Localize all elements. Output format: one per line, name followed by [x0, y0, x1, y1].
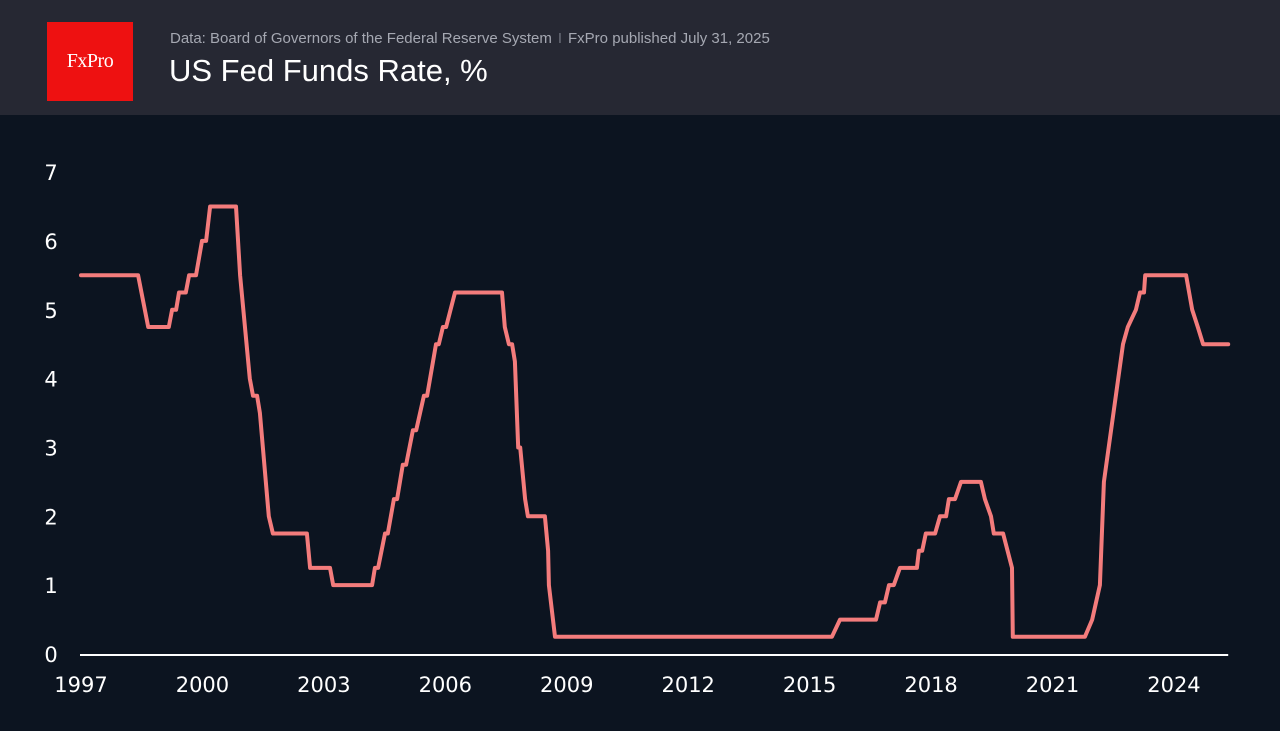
- y-tick-label: 2: [44, 505, 57, 529]
- x-tick-label: 2009: [540, 673, 593, 697]
- x-tick-label: 2000: [176, 673, 229, 697]
- chart-title: US Fed Funds Rate, %: [169, 53, 488, 88]
- y-tick-label: 7: [44, 161, 57, 185]
- x-tick-label: 2012: [661, 673, 714, 697]
- rate-series-line: [79, 204, 1231, 639]
- y-tick-label: 1: [44, 574, 57, 598]
- data-source: Data: Board of Governors of the Federal …: [170, 30, 552, 47]
- x-tick-label: 2024: [1147, 673, 1200, 697]
- header: FxPro Data: Board of Governors of the Fe…: [0, 0, 1280, 115]
- x-tick-label: 2018: [904, 673, 957, 697]
- x-tick-label: 2021: [1026, 673, 1079, 697]
- subtitle: Data: Board of Governors of the Federal …: [170, 30, 770, 47]
- fxpro-logo: FxPro: [47, 22, 133, 101]
- logo-text: FxPro: [66, 50, 114, 72]
- y-tick-label: 5: [44, 299, 57, 323]
- separator: I: [557, 30, 563, 47]
- y-tick-label: 0: [44, 643, 57, 667]
- published-date: FxPro published July 31, 2025: [568, 30, 770, 47]
- x-tick-label: 2003: [297, 673, 350, 697]
- x-tick-label: 1997: [54, 673, 107, 697]
- x-tick-label: 2006: [419, 673, 472, 697]
- x-tick-label: 2015: [783, 673, 836, 697]
- y-tick-label: 4: [44, 368, 57, 392]
- y-tick-label: 6: [44, 230, 57, 254]
- y-tick-label: 3: [44, 436, 57, 460]
